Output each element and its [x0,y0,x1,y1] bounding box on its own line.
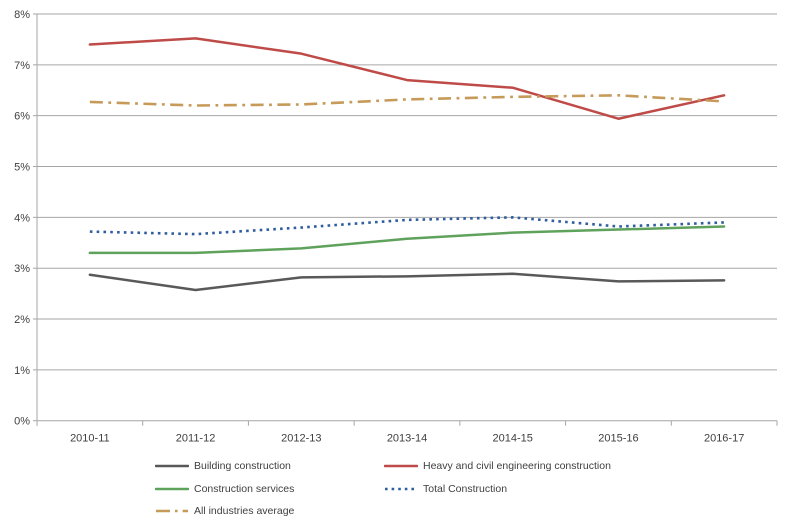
x-axis-label: 2011-12 [176,433,216,445]
legend-item-total-construction: Total Construction [384,483,507,495]
legend-label: Total Construction [423,483,508,495]
legend-label: Building construction [194,460,291,472]
y-axis-label: 6% [14,111,30,123]
x-axis-label: 2016-17 [704,433,744,445]
y-axis-label: 4% [14,212,30,224]
y-axis-label: 8% [14,9,30,21]
x-axis-label: 2012-13 [281,433,321,445]
legend-swatch-dashdot-line-icon [156,509,188,513]
plot-area: 0% 1% 2% 3% 4% 5% 6% 7% 8% 2010-11 2011-12 2012-13 2… [14,9,778,445]
legend-item-heavy-civil-engineering-construction: Heavy and civil engineering construction [384,460,611,472]
legend-swatch-line-icon [384,464,418,468]
y-axis-label: 0% [14,416,30,428]
y-axis-label: 1% [14,365,30,377]
series-line-total-construction [89,216,725,236]
series-line-building-construction [88,272,726,292]
y-axis-label: 5% [14,162,30,174]
x-axis-label: 2015-16 [598,433,638,445]
legend-label: All industries average [194,505,295,517]
y-axis-label: 7% [14,60,30,72]
y-axis-label: 2% [14,314,30,326]
y-axis-label: 3% [14,263,30,275]
legend-item-building-construction: Building construction [155,460,291,472]
x-axis-label: 2014-15 [493,433,533,445]
legend-label: Heavy and civil engineering construction [423,460,611,472]
legend-item-all-industries-average: All industries average [155,505,294,517]
legend-label: Construction services [194,483,295,495]
legend-swatch-dotted-line-icon [385,487,417,491]
series-line-construction-services [88,225,726,255]
legend-swatch-line-icon [155,464,189,468]
x-axis-label: 2010-11 [70,433,110,445]
legend-item-construction-services: Construction services [155,483,294,495]
series-line-all-industries-average [89,94,725,107]
series-line-heavy-and-civil-engineering-construction [88,37,726,120]
x-axis-label: 2013-14 [387,433,427,445]
legend-swatch-line-icon [155,487,189,491]
